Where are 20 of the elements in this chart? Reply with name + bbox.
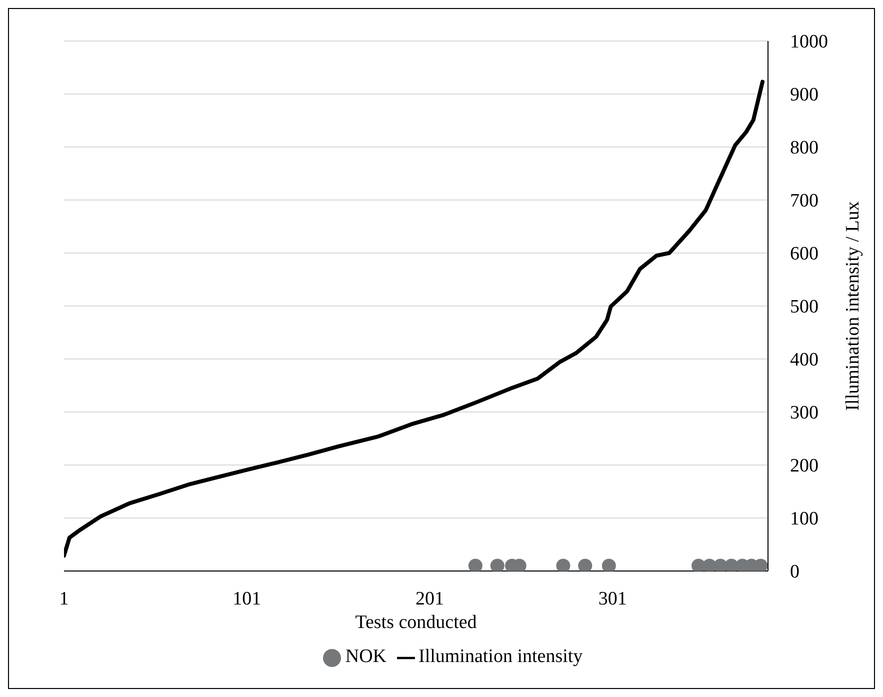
y-tick-label: 700 bbox=[790, 190, 818, 212]
legend-label: NOK bbox=[345, 646, 387, 667]
x-axis-title: Tests conducted bbox=[355, 612, 478, 633]
line-series bbox=[64, 80, 765, 558]
y-tick-label: 1000 bbox=[790, 32, 828, 53]
x-tick-label: 101 bbox=[232, 588, 262, 610]
x-tick-label: 301 bbox=[598, 588, 627, 610]
y-axis-title: Illumination intensity / Lux bbox=[842, 200, 864, 411]
x-tick-label: 201 bbox=[415, 588, 444, 610]
legend-label: Illumination intensity bbox=[418, 646, 583, 667]
y-tick-label: 0 bbox=[790, 562, 800, 583]
y-tick-label: 400 bbox=[790, 350, 818, 371]
y-tick-label: 200 bbox=[790, 456, 818, 477]
y-tick-label: 100 bbox=[790, 508, 818, 530]
y-tick-label: 600 bbox=[790, 244, 818, 265]
y-tick-label: 900 bbox=[790, 84, 818, 106]
x-tick-label: 1 bbox=[59, 588, 69, 610]
y-tick-label: 800 bbox=[790, 138, 818, 159]
y-tick-label: 500 bbox=[790, 296, 818, 318]
y-tick-label: 300 bbox=[790, 402, 818, 424]
